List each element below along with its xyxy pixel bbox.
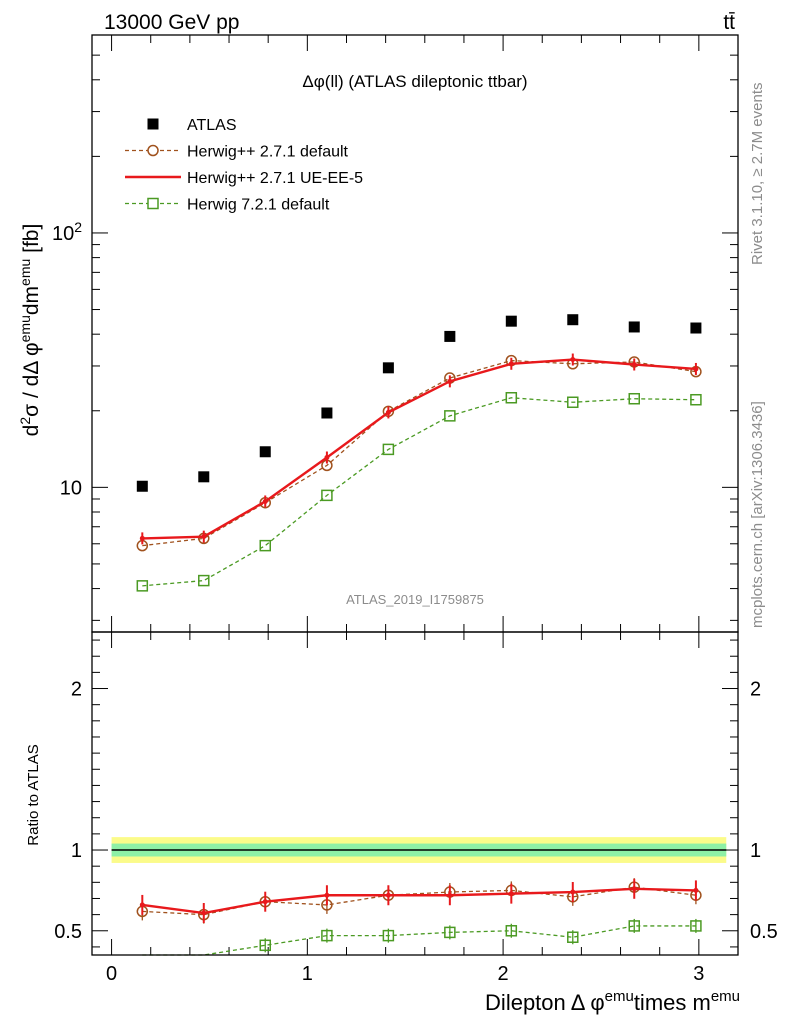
ratio-herwig7-default-point bbox=[259, 939, 271, 952]
herwigpp-ueee5-point bbox=[631, 362, 637, 368]
x-tick-label: 1 bbox=[302, 963, 313, 985]
legend-entry-label: Herwig 7.2.1 default bbox=[187, 197, 330, 214]
herwig7-default-point bbox=[136, 580, 149, 592]
atlas-data-point bbox=[136, 480, 148, 492]
ratio-panel: 0.5 0.5 1 1 2 2 0 1 2 3 bbox=[54, 631, 778, 985]
ratio-herwigpp-ueee5-point bbox=[385, 892, 391, 898]
herwig7-default-point bbox=[505, 392, 518, 404]
ratio-herwigpp-ueee5-point bbox=[570, 889, 576, 895]
ratio-y-axis-title: Ratio to ATLAS bbox=[25, 744, 42, 845]
legend-entry-label: ATLAS bbox=[187, 117, 237, 134]
main-y-tick-label: 102 bbox=[52, 219, 82, 245]
ratio-herwigpp-ueee5-point bbox=[324, 892, 330, 898]
ratio-y-tick-label-right: 0.5 bbox=[750, 921, 778, 943]
atlas-data-point bbox=[259, 446, 271, 458]
ratio-reference-band bbox=[111, 837, 727, 863]
herwigpp-ueee5-point bbox=[447, 378, 453, 384]
main-y-axis-title: d2σ / dΔ φemudmemu [fb] bbox=[17, 224, 43, 437]
main-y-tick-label: 10 bbox=[60, 477, 82, 499]
mcplots-reference-label: mcplots.cern.ch [arXiv:1306.3436] bbox=[749, 401, 766, 628]
main-series-layer bbox=[136, 314, 702, 592]
ratio-herwig7-default-line bbox=[142, 925, 696, 956]
main-plot-title: Δφ(ll) (ATLAS dileptonic ttbar) bbox=[302, 72, 527, 91]
atlas-data-point bbox=[382, 362, 394, 374]
herwig7-default-point bbox=[628, 392, 640, 405]
ratio-y-tick-label-right: 1 bbox=[750, 840, 761, 862]
ratio-herwigpp-ueee5-point bbox=[693, 887, 699, 893]
ratio-y-tick-label-right: 2 bbox=[750, 679, 761, 701]
ratio-herwig7-default-point bbox=[321, 929, 333, 942]
herwig7-default-point bbox=[198, 574, 210, 587]
herwig7-default-point bbox=[259, 539, 271, 552]
atlas-data-point bbox=[567, 314, 579, 326]
rivet-version-label: Rivet 3.1.10, ≥ 2.7M events bbox=[749, 83, 766, 266]
ratio-herwig7-default-point bbox=[690, 920, 702, 932]
ratio-herwigpp-default-line bbox=[142, 886, 696, 916]
ratio-herwigpp-ueee5-point bbox=[139, 902, 145, 908]
ratio-herwig7-default-point bbox=[567, 931, 579, 943]
header-process-label: tt̄ bbox=[723, 11, 735, 34]
legend-entry-label: Herwig++ 2.7.1 UE-EE-5 bbox=[187, 170, 363, 187]
x-tick-label: 2 bbox=[498, 963, 509, 985]
analysis-watermark: ATLAS_2019_I1759875 bbox=[346, 592, 484, 607]
atlas-data-point bbox=[321, 407, 333, 419]
legend-atlas-marker bbox=[147, 118, 159, 130]
herwigpp-ueee5-point bbox=[385, 409, 391, 415]
herwig7-default-point bbox=[382, 443, 395, 456]
ratio-herwigpp-ueee5-point bbox=[201, 910, 207, 916]
ratio-frame bbox=[91, 631, 739, 956]
ratio-herwigpp-ueee5-point bbox=[262, 899, 268, 905]
herwigpp-ueee5-point bbox=[201, 534, 207, 540]
header-energy-label: 13000 GeV pp bbox=[104, 11, 239, 34]
ratio-y-tick-label-left: 1 bbox=[71, 840, 82, 862]
ratio-herwig7-default-point bbox=[628, 920, 640, 932]
x-tick-label: 3 bbox=[693, 963, 704, 985]
herwigpp-ueee5-point bbox=[262, 498, 268, 504]
legend: ATLAS Herwig++ 2.7.1 default Herwig++ 2.7.… bbox=[125, 117, 363, 214]
atlas-data-point bbox=[628, 321, 640, 333]
herwigpp-ueee5-line bbox=[142, 358, 696, 540]
herwig7-default-point bbox=[444, 410, 456, 422]
ratio-herwig7-default-point bbox=[505, 925, 518, 937]
ratio-herwigpp-ueee5-point bbox=[631, 886, 637, 892]
herwigpp-ueee5-point bbox=[693, 366, 699, 372]
herwigpp-ueee5-point bbox=[139, 535, 145, 541]
ratio-y-tick-label-left: 2 bbox=[71, 679, 82, 701]
ratio-herwigpp-ueee5-point bbox=[508, 891, 514, 897]
herwigpp-ueee5-point bbox=[324, 455, 330, 461]
main-panel: Δφ(ll) (ATLAS dileptonic ttbar) ATLAS_20… bbox=[52, 34, 739, 633]
ratio-y-tick-label-left: 0.5 bbox=[54, 921, 82, 943]
main-plot-area bbox=[92, 35, 738, 632]
herwig7-default-point bbox=[690, 393, 702, 406]
ratio-herwig7-default-point bbox=[444, 926, 456, 939]
herwig7-default-point bbox=[321, 489, 333, 502]
legend-herwigpp-default-marker bbox=[147, 144, 159, 157]
x-axis-title: Dilepton Δ φemutimes memu bbox=[485, 988, 740, 1015]
ratio-herwig7-default-point bbox=[382, 929, 395, 942]
x-tick-label: 0 bbox=[106, 963, 117, 985]
main-axis-ticks: 10 102 bbox=[52, 34, 738, 632]
herwigpp-ueee5-point bbox=[508, 361, 514, 367]
atlas-data-point bbox=[690, 322, 702, 334]
herwig7-default-line bbox=[142, 397, 696, 587]
ratio-series-layer bbox=[136, 878, 702, 956]
legend-herwig7-default-marker bbox=[147, 197, 159, 210]
atlas-data-point bbox=[505, 315, 517, 327]
herwig7-default-point bbox=[567, 396, 579, 409]
atlas-data-point bbox=[444, 330, 456, 342]
herwigpp-ueee5-point bbox=[570, 357, 576, 363]
ratio-herwigpp-ueee5-line bbox=[142, 887, 696, 915]
atlas-data-point bbox=[198, 471, 210, 483]
ratio-axis-ticks: 0.5 0.5 1 1 2 2 0 1 2 3 bbox=[54, 632, 778, 985]
ratio-herwigpp-ueee5-point bbox=[447, 892, 453, 898]
legend-entry-label: Herwig++ 2.7.1 default bbox=[187, 144, 349, 161]
